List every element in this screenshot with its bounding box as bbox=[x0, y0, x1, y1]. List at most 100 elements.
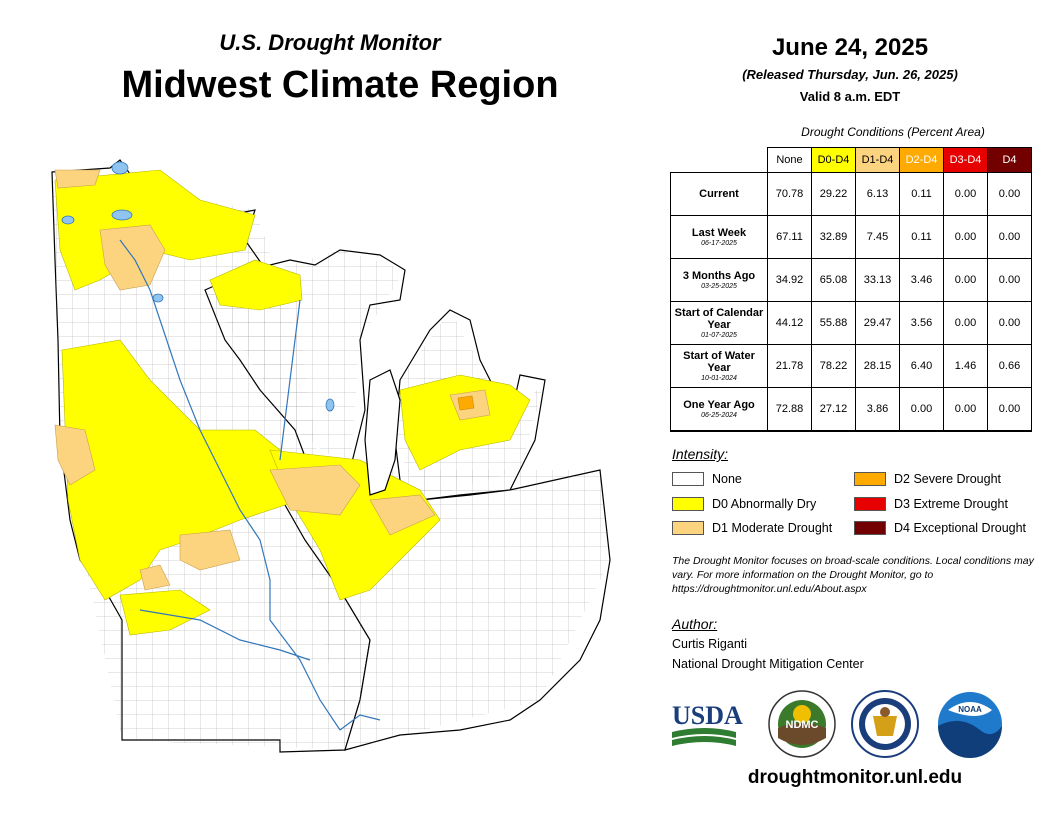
drought-map bbox=[51, 159, 611, 753]
table-cell: 0.11 bbox=[899, 215, 944, 259]
table-cell: 3.46 bbox=[899, 258, 944, 302]
table-cell: 0.00 bbox=[987, 387, 1032, 432]
table-cell: 6.13 bbox=[855, 172, 900, 216]
legend-item-d3: D3 Extreme Drought bbox=[854, 496, 1008, 512]
lake-michigan bbox=[364, 369, 401, 496]
usda-logo: USDA bbox=[672, 701, 743, 746]
legend-item-none: None bbox=[672, 471, 742, 487]
row-date: 01-07-2025 bbox=[701, 331, 737, 339]
row-label-text: 3 Months Ago bbox=[682, 269, 756, 282]
website-url[interactable]: droughtmonitor.unl.edu bbox=[747, 767, 963, 788]
table-cell: 32.89 bbox=[811, 215, 856, 259]
col-header-none: None bbox=[767, 147, 812, 173]
table-row: 3 Months Ago 03-25-2025 34.92 65.08 33.13 3.4… bbox=[670, 258, 1032, 302]
row-label: Start of Water Year 10-01-2024 bbox=[670, 344, 768, 388]
legend-swatch bbox=[854, 472, 886, 486]
table-cell: 0.66 bbox=[987, 344, 1032, 388]
table-cell: 0.00 bbox=[943, 387, 988, 432]
row-label: One Year Ago 06-25-2024 bbox=[670, 387, 768, 432]
drought-stats-table: None D0-D4 D1-D4 D2-D4 D3-D4 D4 Current 7… bbox=[670, 147, 1032, 432]
legend-title: Intensity: bbox=[672, 446, 729, 462]
disclaimer-note: The Drought Monitor focuses on broad-sca… bbox=[672, 555, 1034, 595]
table-cell: 0.00 bbox=[899, 387, 944, 432]
table-row: Current 70.78 29.22 6.13 0.11 0.00 0.00 bbox=[670, 172, 1032, 216]
table-row: Last Week 06-17-2025 67.11 32.89 7.45 0.11 0.0… bbox=[670, 215, 1032, 259]
table-cell: 0.00 bbox=[943, 172, 988, 216]
table-cell: 78.22 bbox=[811, 344, 856, 388]
map-date: June 24, 2025 bbox=[771, 34, 929, 61]
ndmc-logo-text: NDMC bbox=[786, 719, 819, 731]
row-label-text: Start of Calendar Year bbox=[674, 306, 764, 331]
table-cell: 0.00 bbox=[987, 258, 1032, 302]
row-date: 06-25-2024 bbox=[701, 411, 737, 419]
legend-item-d1: D1 Moderate Drought bbox=[672, 520, 832, 536]
legend-item-d4: D4 Exceptional Drought bbox=[854, 520, 1026, 536]
table-cell: 70.78 bbox=[767, 172, 812, 216]
table-cell: 29.47 bbox=[855, 301, 900, 345]
author-name: Curtis Riganti bbox=[672, 637, 748, 651]
usda-logo-text: USDA bbox=[672, 701, 743, 730]
rivers bbox=[119, 239, 381, 731]
d2-areas bbox=[457, 395, 475, 411]
table-cell: 3.86 bbox=[855, 387, 900, 432]
table-cell: 65.08 bbox=[811, 258, 856, 302]
author-organization: National Drought Mitigation Center bbox=[672, 657, 864, 671]
map-title: Midwest Climate Region bbox=[121, 64, 559, 106]
table-cell: 6.40 bbox=[899, 344, 944, 388]
legend-item-d2: D2 Severe Drought bbox=[854, 471, 1001, 487]
legend-swatch bbox=[672, 472, 704, 486]
table-cell: 28.15 bbox=[855, 344, 900, 388]
table-caption: Drought Conditions (Percent Area) bbox=[801, 125, 985, 139]
map-subtitle: U.S. Drought Monitor bbox=[219, 30, 441, 55]
col-header-d3-d4: D3-D4 bbox=[943, 147, 988, 173]
col-header-d0-d4: D0-D4 bbox=[811, 147, 856, 173]
legend-label: D3 Extreme Drought bbox=[894, 497, 1008, 511]
table-cell: 1.46 bbox=[943, 344, 988, 388]
table-row: One Year Ago 06-25-2024 72.88 27.12 3.86 0.00… bbox=[670, 387, 1032, 432]
release-date: (Released Thursday, Jun. 26, 2025) bbox=[742, 67, 958, 82]
partner-logos: USDA NDMC NOAA bbox=[672, 690, 1002, 758]
table-cell: 33.13 bbox=[855, 258, 900, 302]
legend-label: D0 Abnormally Dry bbox=[712, 497, 817, 511]
row-date: 03-25-2025 bbox=[701, 282, 737, 290]
valid-time: Valid 8 a.m. EDT bbox=[799, 89, 901, 104]
table-cell: 34.92 bbox=[767, 258, 812, 302]
col-header-d1-d4: D1-D4 bbox=[855, 147, 900, 173]
author-heading: Author: bbox=[672, 616, 718, 632]
table-corner bbox=[671, 148, 768, 173]
row-label: 3 Months Ago 03-25-2025 bbox=[670, 258, 768, 302]
noaa-logo-text: NOAA bbox=[958, 705, 982, 714]
row-date: 10-01-2024 bbox=[701, 374, 737, 382]
table-cell: 72.88 bbox=[767, 387, 812, 432]
ndmc-logo: NDMC bbox=[768, 690, 836, 758]
table-cell: 7.45 bbox=[855, 215, 900, 259]
table-cell: 29.22 bbox=[811, 172, 856, 216]
legend-label: None bbox=[712, 472, 742, 486]
table-cell: 44.12 bbox=[767, 301, 812, 345]
table-cell: 0.00 bbox=[987, 301, 1032, 345]
col-header-d4: D4 bbox=[987, 147, 1032, 173]
table-cell: 0.00 bbox=[943, 301, 988, 345]
table-cell: 21.78 bbox=[767, 344, 812, 388]
legend-label: D2 Severe Drought bbox=[894, 472, 1002, 486]
legend-label: D1 Moderate Drought bbox=[712, 521, 833, 535]
row-label: Current bbox=[670, 172, 768, 216]
commerce-seal-logo bbox=[851, 690, 919, 758]
legend-label: D4 Exceptional Drought bbox=[894, 521, 1027, 535]
legend-swatch bbox=[672, 521, 704, 535]
col-header-d2-d4: D2-D4 bbox=[899, 147, 944, 173]
row-date: 06-17-2025 bbox=[701, 239, 737, 247]
row-label-text: Current bbox=[699, 188, 739, 200]
legend-item-d0: D0 Abnormally Dry bbox=[672, 496, 816, 512]
row-label-text: Last Week bbox=[691, 226, 747, 239]
water-features bbox=[61, 161, 335, 412]
table-cell: 0.00 bbox=[943, 258, 988, 302]
table-cell: 0.11 bbox=[899, 172, 944, 216]
table-cell: 0.00 bbox=[943, 215, 988, 259]
table-cell: 0.00 bbox=[987, 215, 1032, 259]
legend-swatch bbox=[854, 521, 886, 535]
row-label-text: Start of Water Year bbox=[683, 349, 755, 374]
table-cell: 27.12 bbox=[811, 387, 856, 432]
table-cell: 3.56 bbox=[899, 301, 944, 345]
row-label: Start of Calendar Year 01-07-2025 bbox=[670, 301, 768, 345]
